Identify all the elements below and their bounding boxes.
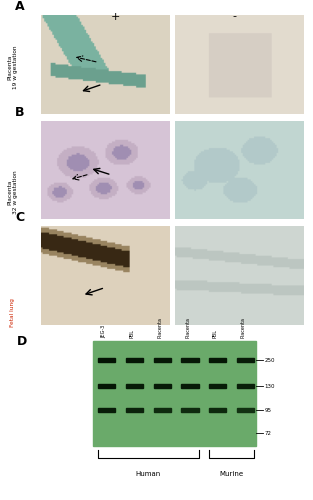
Text: +: + xyxy=(111,12,121,22)
Bar xyxy=(237,384,254,388)
Text: 95: 95 xyxy=(264,408,271,413)
Bar xyxy=(237,408,254,412)
Bar xyxy=(209,408,226,412)
Text: Placenta
32 w gestation: Placenta 32 w gestation xyxy=(7,170,18,214)
Bar xyxy=(126,358,143,362)
Bar xyxy=(98,408,115,412)
Bar xyxy=(126,408,143,412)
Text: 250: 250 xyxy=(264,358,275,362)
Bar xyxy=(182,358,198,362)
Bar xyxy=(237,358,254,362)
Text: B: B xyxy=(15,106,24,118)
Text: JEG-3: JEG-3 xyxy=(101,325,106,338)
Text: Human: Human xyxy=(136,471,161,477)
Text: Fetal lung: Fetal lung xyxy=(10,298,15,327)
Text: C: C xyxy=(15,212,24,224)
Bar xyxy=(98,384,115,388)
Text: 72: 72 xyxy=(264,430,271,436)
Text: Placenta: Placenta xyxy=(157,317,162,338)
Text: Murine: Murine xyxy=(220,471,244,477)
Bar xyxy=(182,408,198,412)
Bar xyxy=(209,384,226,388)
Text: D: D xyxy=(17,335,27,348)
Text: PBL: PBL xyxy=(213,329,218,338)
Bar xyxy=(98,358,115,362)
Text: Placenta
19 w gestation: Placenta 19 w gestation xyxy=(7,46,18,89)
Bar xyxy=(93,342,256,446)
Text: Placenta: Placenta xyxy=(185,317,190,338)
Text: 130: 130 xyxy=(264,384,275,389)
Text: PBL: PBL xyxy=(129,329,134,338)
Bar xyxy=(154,408,171,412)
Text: A: A xyxy=(15,0,24,13)
Bar xyxy=(154,358,171,362)
Bar xyxy=(154,384,171,388)
Text: Placenta: Placenta xyxy=(241,317,246,338)
Text: -: - xyxy=(233,12,237,22)
Bar xyxy=(209,358,226,362)
Bar xyxy=(126,384,143,388)
Bar xyxy=(182,384,198,388)
